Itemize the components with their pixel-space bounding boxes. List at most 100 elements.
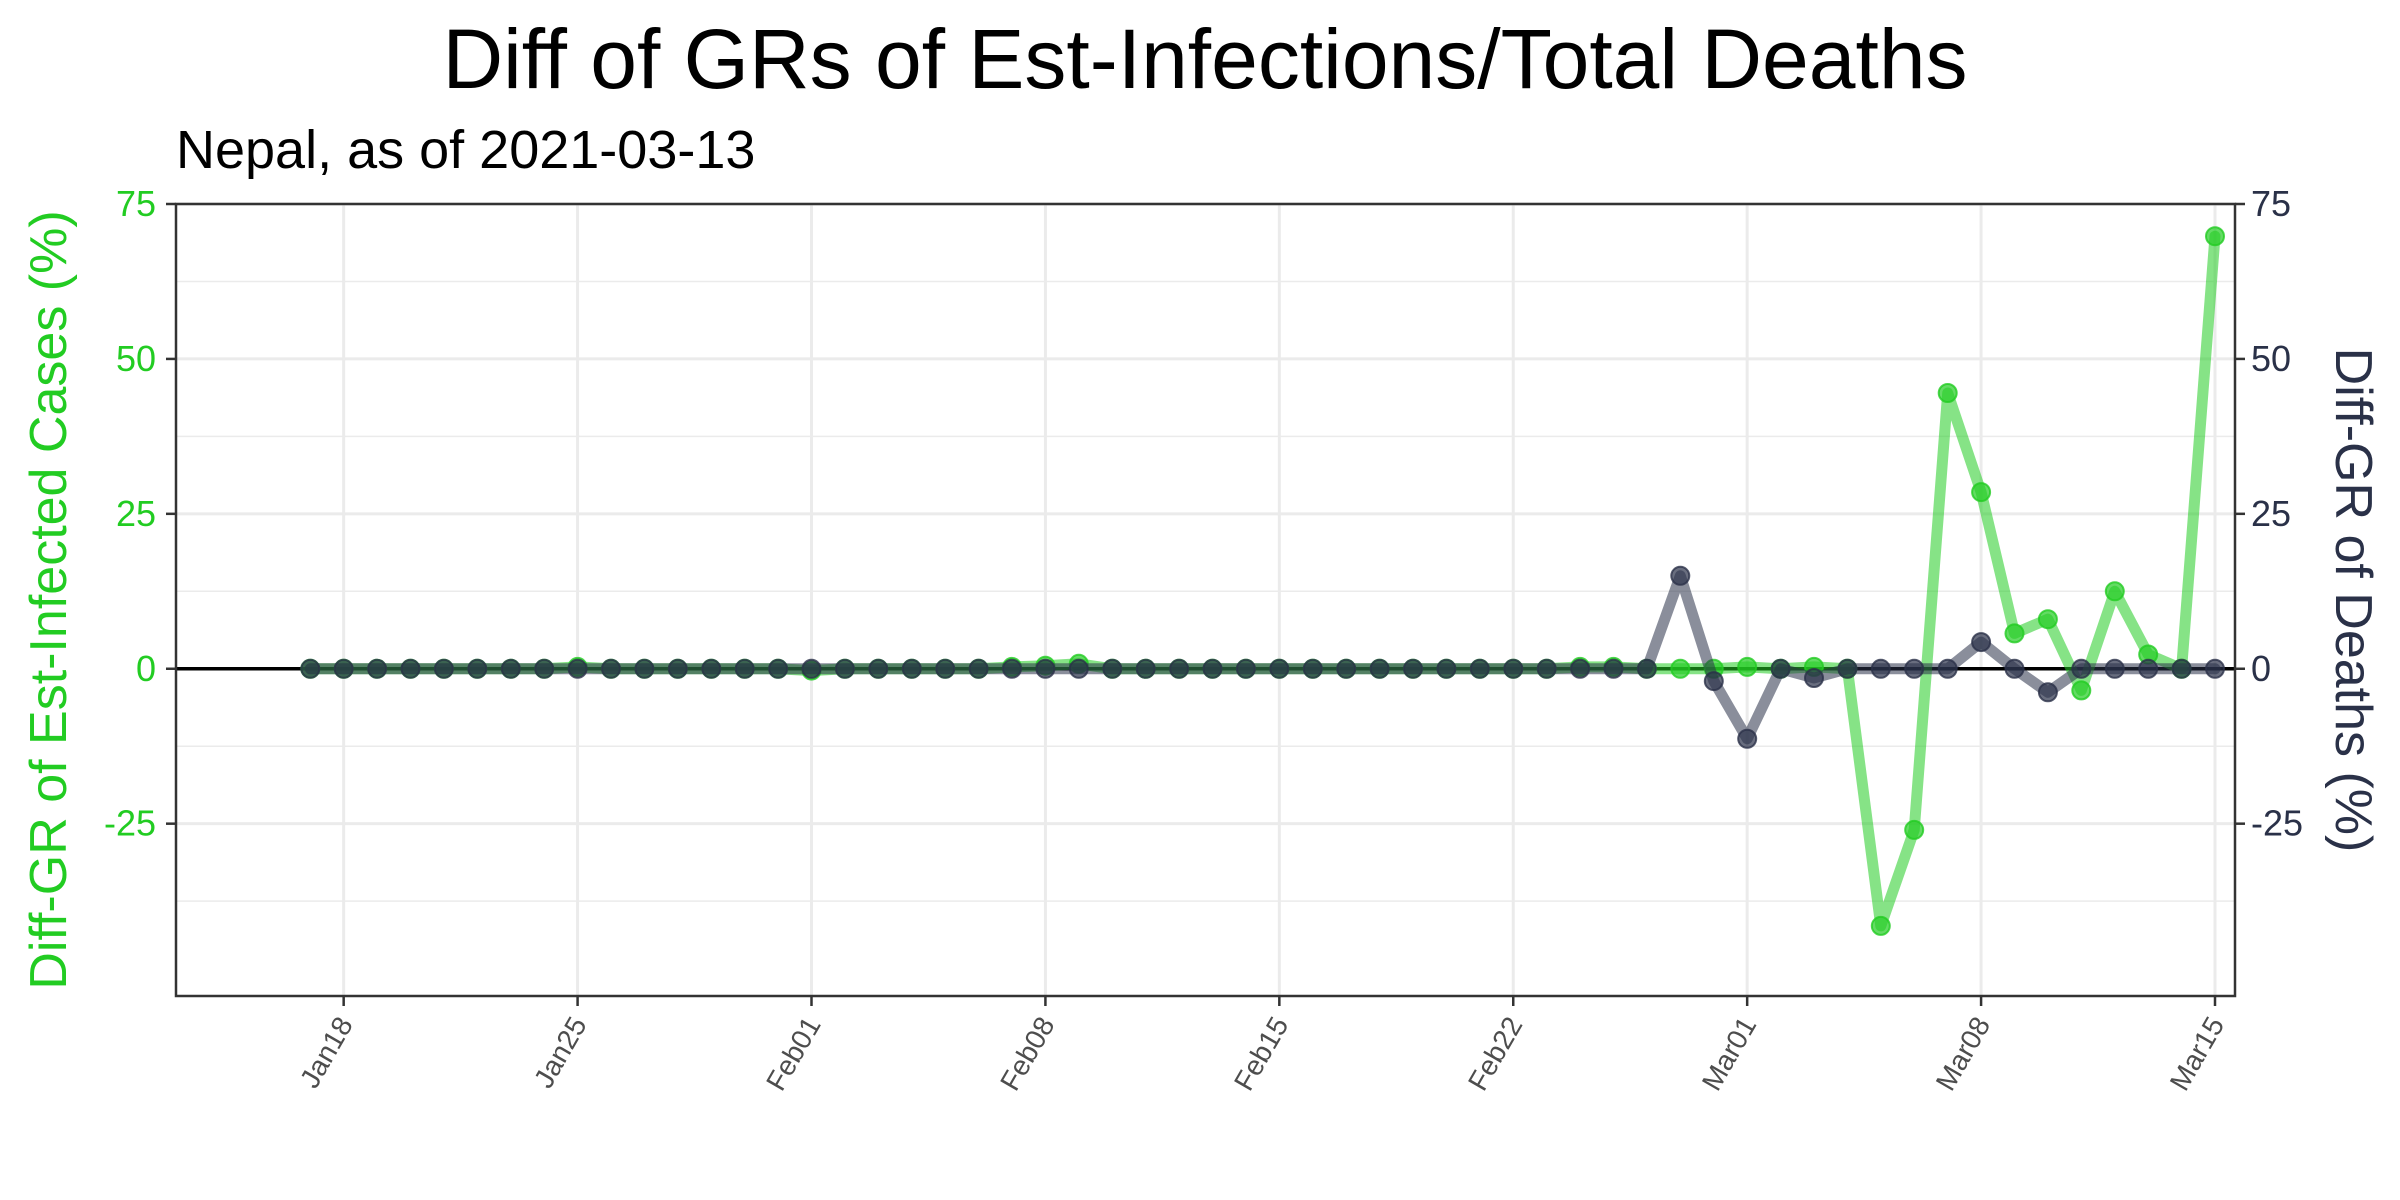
series-2-point [1804, 668, 1824, 688]
series-2-point [1369, 658, 1390, 679]
series-2-point [1636, 658, 1657, 679]
x-tick-label: Feb01 [760, 1012, 827, 1096]
series-2-point [400, 658, 421, 679]
series-2-point [1837, 658, 1858, 679]
y-axis-right: 75 50 25 0 -25 [2235, 183, 2303, 844]
series-2-point [1169, 658, 1190, 679]
grid-lines [176, 202, 2235, 996]
series-2-point [1469, 658, 1490, 679]
series-2-point [1436, 658, 1457, 679]
series-2-point [1068, 658, 1089, 679]
y-tick-left-label: 25 [116, 493, 156, 534]
y-axis-left: 75 50 25 0 -25 [104, 183, 176, 844]
series-2-point [868, 658, 889, 679]
x-tick-label: Mar15 [2164, 1012, 2231, 1096]
series-2-point [1603, 658, 1624, 679]
series-2-point [467, 658, 488, 679]
series-1-point [1904, 819, 1925, 840]
series-2-point [1135, 658, 1156, 679]
y-tick-right-label: 75 [2251, 183, 2291, 224]
y-tick-right-label: 50 [2251, 338, 2291, 379]
series-2-point [1870, 658, 1891, 679]
series-2-point [801, 658, 822, 679]
series-2-point [634, 658, 655, 679]
y-tick-right-label: -25 [2251, 803, 2303, 844]
series-2-point [1302, 658, 1323, 679]
series-2-point [1503, 658, 1524, 679]
series-1-point [2071, 680, 2092, 701]
y-tick-left-label: -25 [104, 803, 156, 844]
series-2-point [1035, 658, 1056, 679]
x-tick-label: Feb15 [1228, 1012, 1295, 1096]
series-2-point [1937, 658, 1958, 679]
y-tick-right-label: 0 [2251, 648, 2271, 689]
series-2-point [2171, 658, 2192, 679]
series-2-line [304, 570, 2221, 745]
series-2-point [601, 658, 621, 679]
y-axis-right-title: Diff-GR of Deaths (%) [2324, 348, 2382, 853]
series-2-point [2104, 658, 2125, 679]
series-2-point [1971, 632, 1992, 653]
chart-subtitle: Nepal, as of 2021-03-13 [176, 120, 755, 180]
series-2-point [433, 658, 454, 679]
series-2-point [1235, 658, 1256, 679]
x-tick-label: Jan25 [528, 1012, 593, 1094]
series-2-point [500, 658, 521, 679]
series-2-point [834, 658, 855, 679]
x-tick-label: Mar01 [1696, 1012, 1763, 1096]
series-2-point [1904, 658, 1925, 679]
y-tick-left-label: 75 [116, 183, 156, 224]
series-2-point [701, 658, 722, 679]
y-tick-right-label: 25 [2251, 493, 2291, 534]
series-2-point [968, 658, 989, 679]
x-tick-label: Mar08 [1930, 1012, 1997, 1096]
series-2-point [901, 658, 922, 679]
series-2-point [1670, 565, 1691, 586]
series-1-point [1870, 915, 1891, 936]
series-2-point [2071, 658, 2092, 679]
series-2-point [2037, 682, 2058, 703]
chart-title: Diff of GRs of Est-Infections/Total Deat… [442, 12, 1967, 106]
y-tick-left-label: 0 [136, 648, 156, 689]
series-2-point [300, 658, 321, 679]
series-2-point [1102, 658, 1123, 679]
plot-panel-border [174, 202, 2237, 998]
series-layer [300, 226, 2225, 936]
y-tick-left-label: 50 [116, 338, 156, 379]
series-2-point [1336, 658, 1357, 679]
x-tick-label: Feb22 [1462, 1012, 1529, 1096]
series-1-point [1971, 482, 1992, 503]
series-2-point [534, 658, 555, 679]
series-1-point [1937, 383, 1958, 403]
x-tick-label: Jan18 [294, 1012, 359, 1094]
series-2-point [768, 658, 789, 679]
series-2-point [1770, 658, 1791, 679]
series-1-point [1737, 656, 1758, 677]
series-2-point [667, 658, 688, 679]
x-axis: Jan18 Jan25 Feb01 Feb08 Feb15 Feb22 Mar01 Mar08… [294, 996, 2230, 1096]
series-2-point [2205, 658, 2225, 679]
series-1-point [1670, 658, 1691, 679]
series-2-point [1737, 728, 1758, 749]
x-tick-label: Feb08 [994, 1012, 1061, 1096]
series-2-point [1703, 671, 1724, 692]
series-2-point [1536, 658, 1557, 679]
series-2-point [2004, 658, 2025, 679]
series-1-point [2037, 609, 2058, 630]
series-2-point [1202, 658, 1223, 679]
series-2-point [1269, 658, 1290, 679]
series-2-point [567, 658, 588, 679]
series-2-point [935, 658, 956, 679]
y-axis-left-title: Diff-GR of Est-Infected Cases (%) [20, 210, 78, 989]
series-1-point [2104, 581, 2125, 602]
series-2-point [1002, 658, 1022, 679]
series-2-point [1570, 658, 1591, 679]
series-1-point [2004, 623, 2025, 644]
series-2-point [2138, 658, 2159, 679]
series-1-point [2205, 226, 2225, 247]
series-2-point [333, 658, 354, 679]
series-2-point [734, 658, 755, 679]
series-2-point [1403, 658, 1423, 679]
series-2-point [367, 658, 388, 679]
